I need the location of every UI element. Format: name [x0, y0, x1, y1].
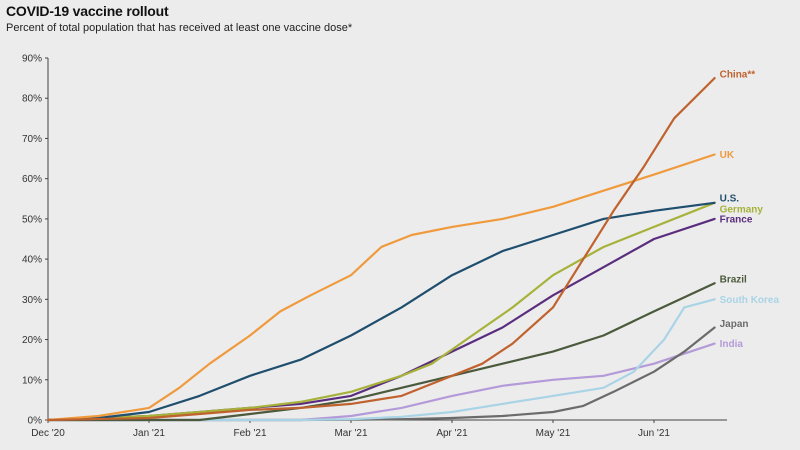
- series-label-germany: Germany: [720, 204, 764, 215]
- y-tick-label: 10%: [22, 375, 42, 386]
- series-label-france: France: [720, 214, 753, 225]
- series-label-south-korea: South Korea: [720, 295, 780, 306]
- x-tick-label: May '21: [536, 428, 571, 439]
- x-tick-label: Apr '21: [436, 428, 468, 439]
- series-line-south-korea: [46, 298, 716, 422]
- chart-title: COVID-19 vaccine rollout: [6, 3, 169, 19]
- series-label-india: India: [720, 339, 744, 350]
- series-lines: [46, 76, 716, 422]
- chart-subtitle: Percent of total population that has rec…: [6, 22, 353, 34]
- x-tick-label: Jun '21: [638, 428, 670, 439]
- x-tick-label: Jan '21: [133, 428, 165, 439]
- series-line-germany: [46, 201, 716, 422]
- y-tick-label: 20%: [22, 335, 42, 346]
- series-line-india: [46, 342, 716, 422]
- series-line-china: [46, 76, 716, 422]
- axes: 0% 10% 20% 30% 40% 50% 60% 70% 80% 90% Dec '20 Jan …: [22, 54, 727, 439]
- x-tick-label: Mar '21: [334, 428, 367, 439]
- series-label-china: China**: [720, 70, 756, 81]
- x-tick-label: Dec '20: [31, 428, 65, 439]
- y-tick-label: 60%: [22, 174, 42, 185]
- series-line-uk: [46, 153, 716, 422]
- y-tick-label: 0%: [28, 416, 43, 427]
- series-label-brazil: Brazil: [720, 275, 747, 286]
- series-label-uk: UK: [720, 150, 735, 161]
- series-label-japan: Japan: [720, 319, 749, 330]
- series-line-u-s: [46, 201, 716, 422]
- y-tick-label: 90%: [22, 54, 42, 65]
- y-tick-label: 30%: [22, 295, 42, 306]
- y-tick-label: 40%: [22, 255, 42, 266]
- y-tick-label: 80%: [22, 94, 42, 105]
- y-tick-label: 70%: [22, 134, 42, 145]
- series-label-u-s: U.S.: [720, 193, 740, 204]
- x-tick-label: Feb '21: [233, 428, 266, 439]
- y-tick-label: 50%: [22, 214, 42, 225]
- series-line-brazil: [46, 282, 716, 422]
